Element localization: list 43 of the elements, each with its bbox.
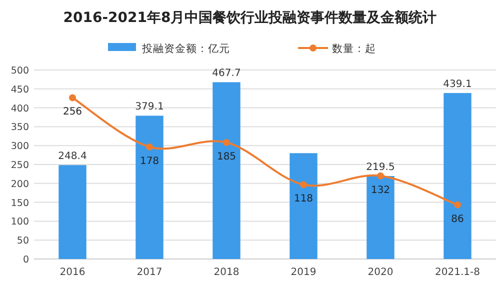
data-label: 467.7 [212, 68, 241, 80]
data-label: 248.4 [58, 151, 87, 162]
y-tick-label: 350 [10, 122, 29, 134]
x-tick-label: 2020 [368, 267, 394, 278]
data-label: 256 [62, 106, 82, 118]
y-tick-label: 500 [10, 66, 29, 76]
x-tick-label: 2021.1-8 [435, 267, 480, 278]
point [300, 181, 307, 188]
bar [136, 116, 164, 259]
point [146, 143, 153, 150]
y-tick-label: 450 [10, 84, 29, 96]
bar [366, 176, 394, 259]
data-label: 132 [370, 184, 390, 196]
data-label: 86 [451, 214, 464, 225]
data-label: 219.5 [366, 162, 395, 174]
point [454, 201, 461, 208]
y-tick-label: 200 [10, 178, 29, 190]
y-tick-label: 100 [10, 216, 29, 228]
data-label: 118 [294, 194, 314, 205]
legend-label: 数量：起 [332, 43, 376, 55]
point [69, 94, 76, 102]
y-tick-label: 250 [10, 160, 29, 171]
x-tick-label: 2016 [60, 267, 86, 278]
data-label: 185 [216, 151, 236, 162]
data-label: 379.1 [135, 102, 164, 113]
data-label: 439.1 [443, 79, 472, 90]
y-tick-label: 400 [10, 103, 29, 114]
y-tick-label: 50 [16, 236, 29, 247]
y-tick-label: 0 [22, 254, 29, 266]
data-label: 178 [140, 156, 160, 167]
y-tick-label: 150 [10, 198, 29, 209]
legend-label: 投融资金额：亿元 [141, 42, 230, 55]
x-tick-label: 2019 [290, 267, 316, 278]
bar [212, 82, 240, 259]
x-tick-label: 2017 [136, 267, 162, 278]
x-tick-label: 2018 [214, 267, 240, 278]
bar [290, 153, 318, 259]
y-tick-label: 300 [10, 141, 29, 152]
bar [444, 93, 472, 259]
chart-title: 2016-2021年8月中国餐饮行业投融资事件数量及金额统计 [63, 9, 437, 26]
bar [58, 165, 86, 259]
point [377, 172, 384, 180]
point [223, 138, 230, 146]
